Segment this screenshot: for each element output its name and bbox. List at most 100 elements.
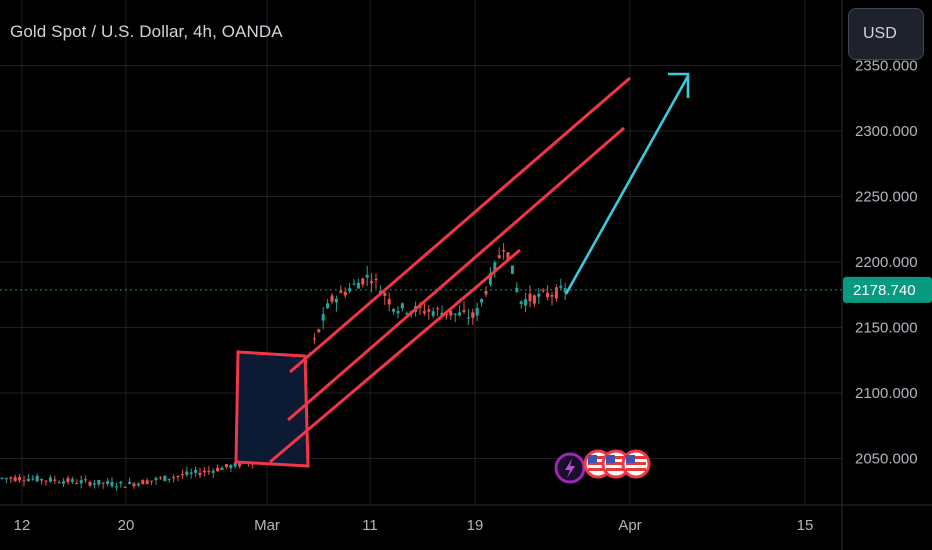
candle-body (488, 273, 492, 285)
projection-arrowhead (668, 72, 690, 98)
candle-body (519, 301, 523, 304)
candle-body (31, 478, 35, 480)
candle (224, 463, 228, 470)
candle-body (352, 283, 356, 285)
time-tick-label: 12 (14, 517, 31, 534)
candle-body (510, 265, 514, 274)
candle-body (387, 299, 391, 305)
candle-body (528, 293, 532, 302)
candle-body (163, 475, 167, 482)
candle-body (110, 481, 114, 487)
candle-body (48, 477, 52, 482)
candle (92, 479, 96, 489)
candle-body (524, 299, 528, 306)
candle (321, 307, 325, 330)
candle (97, 479, 101, 487)
trend-line-upper[interactable] (289, 76, 631, 374)
candle (202, 466, 206, 477)
candle-body (66, 478, 70, 483)
candle-body (194, 469, 198, 473)
currency-button[interactable]: USD (848, 8, 924, 60)
consolidation-box[interactable] (234, 350, 310, 468)
candle-body (506, 252, 510, 260)
candle (18, 474, 22, 483)
candle (510, 265, 514, 275)
trend-line-lower[interactable] (269, 248, 521, 464)
candle (546, 285, 550, 301)
trend-line-middle[interactable] (287, 126, 625, 422)
candle (462, 301, 466, 315)
candle-body (172, 477, 176, 479)
candle (180, 469, 184, 479)
candle-body (207, 470, 211, 472)
candle-body (114, 486, 118, 488)
candle-body (502, 250, 506, 252)
candle-body (40, 479, 44, 481)
candle (141, 479, 145, 485)
price-tick-label: 2150.000 (855, 320, 918, 337)
candle (436, 306, 440, 317)
candle (229, 463, 233, 473)
candle (559, 278, 563, 290)
candle (40, 478, 44, 485)
candle (400, 302, 404, 312)
candle-body (480, 299, 484, 303)
candle-body (141, 480, 145, 485)
candle (194, 466, 198, 478)
candle-body (198, 472, 202, 476)
candle-body (57, 482, 61, 484)
candle-body (158, 477, 162, 479)
candle-body (475, 308, 479, 316)
candle (48, 474, 52, 483)
candle (84, 475, 88, 484)
time-tick-label: Mar (254, 517, 280, 534)
candle (519, 300, 523, 309)
candle-body (493, 262, 497, 271)
candle-body (453, 313, 457, 315)
candle-body (238, 462, 242, 467)
candle-body (444, 313, 448, 316)
candle-body (326, 303, 330, 309)
candle (44, 480, 48, 486)
candle (70, 476, 74, 485)
candle-body (70, 479, 74, 482)
candle-body (365, 274, 369, 278)
candle (352, 279, 356, 286)
candle (541, 288, 545, 293)
candle (185, 466, 189, 478)
candle-body (559, 285, 563, 288)
us-flag-event-icon[interactable] (621, 449, 651, 479)
candle (220, 466, 224, 471)
candle-body (383, 292, 387, 297)
candle-body (4, 478, 8, 480)
candle (13, 474, 17, 483)
flash-event-icon[interactable] (554, 452, 586, 484)
candle-body (18, 477, 22, 481)
candle (79, 475, 83, 489)
candle-body (546, 292, 550, 298)
price-axis[interactable]: 2050.000 2100.000 2150.000 2200.000 2250.000… (855, 58, 918, 468)
candle-body (167, 478, 171, 480)
candle (132, 481, 136, 489)
candle-body (119, 481, 123, 484)
candle (554, 284, 558, 302)
candle (158, 476, 162, 480)
candle-body (128, 481, 132, 484)
candle-body (343, 291, 347, 296)
projection-arrow[interactable] (564, 75, 690, 295)
event-icons[interactable] (554, 449, 651, 484)
candle (493, 260, 497, 278)
candle-body (554, 287, 558, 299)
candle-body (400, 303, 404, 309)
time-tick-label: 19 (467, 517, 484, 534)
annotation-drawings[interactable] (234, 72, 690, 468)
candle-body (35, 475, 39, 482)
candle-body (449, 310, 453, 316)
candle (128, 477, 132, 485)
time-axis[interactable]: 12 20 Mar 11 19 Apr 15 (14, 517, 814, 534)
price-tick-label: 2250.000 (855, 189, 918, 206)
candle-body (405, 313, 409, 315)
candle (207, 466, 211, 475)
candle (427, 305, 431, 320)
